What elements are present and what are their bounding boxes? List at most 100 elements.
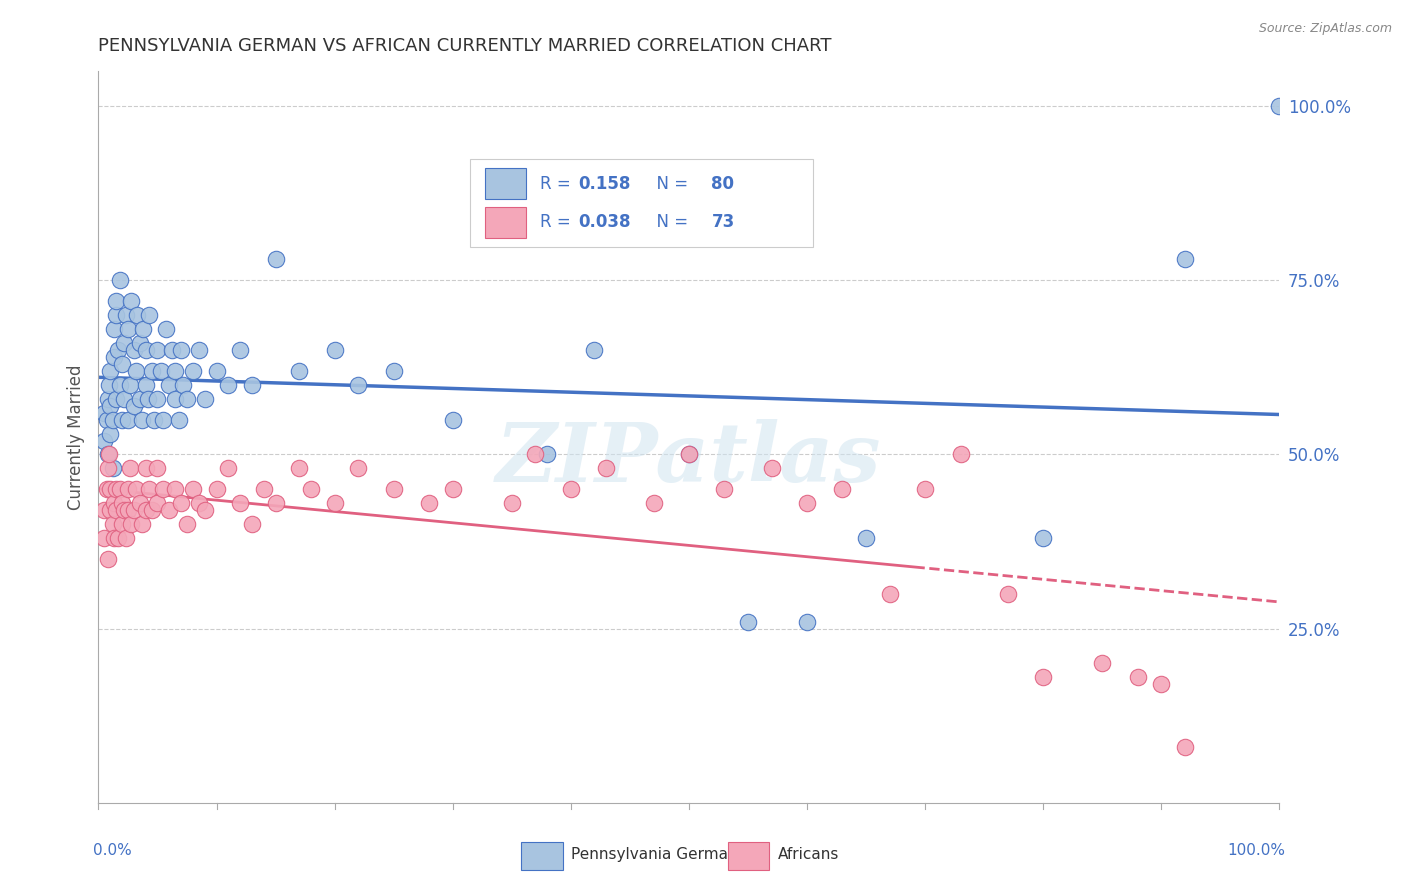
Point [98, 399, 121, 413]
Point [114, 531, 136, 545]
Point [205, 483, 228, 497]
Point [181, 364, 204, 378]
Point [117, 322, 139, 336]
Text: 0.158: 0.158 [578, 175, 630, 193]
Point [112, 392, 135, 406]
Point [141, 364, 163, 378]
Point [111, 496, 134, 510]
Point [121, 294, 143, 309]
Point [1032, 670, 1054, 684]
Text: Source: ZipAtlas.com: Source: ZipAtlas.com [1258, 22, 1392, 36]
Point [103, 496, 125, 510]
Point [205, 364, 228, 378]
Point [229, 496, 252, 510]
Point [107, 531, 129, 545]
Point [98, 426, 121, 441]
Point [125, 364, 148, 378]
Point [103, 322, 125, 336]
Point [583, 343, 606, 357]
Point [105, 392, 128, 406]
Point [441, 412, 464, 426]
Point [737, 615, 759, 629]
Point [299, 483, 322, 497]
FancyBboxPatch shape [471, 159, 813, 247]
Point [97, 461, 120, 475]
Point [97, 448, 120, 462]
Point [176, 517, 198, 532]
Point [93, 406, 115, 420]
Point [347, 461, 370, 475]
Text: N =: N = [647, 175, 693, 193]
Point [240, 377, 263, 392]
Point [117, 503, 139, 517]
Point [101, 517, 124, 532]
Point [121, 517, 143, 532]
Point [560, 483, 582, 497]
Point [155, 322, 177, 336]
Point [111, 357, 134, 371]
Point [217, 461, 239, 475]
Point [165, 392, 187, 406]
Point [187, 496, 209, 510]
Point [101, 461, 124, 475]
Point [138, 308, 160, 322]
Point [713, 483, 735, 497]
Bar [522, 842, 562, 870]
Point [264, 496, 287, 510]
Point [103, 531, 125, 545]
Point [132, 322, 155, 336]
Point [98, 364, 121, 378]
Point [761, 461, 783, 475]
Point [111, 412, 134, 426]
Point [111, 517, 134, 532]
Point [253, 483, 276, 497]
Point [170, 496, 193, 510]
Point [165, 483, 187, 497]
Point [98, 448, 121, 462]
Point [879, 587, 901, 601]
Point [98, 503, 121, 517]
Point [831, 483, 853, 497]
Point [138, 483, 160, 497]
Point [288, 461, 311, 475]
Point [112, 503, 135, 517]
Point [128, 496, 150, 510]
Point [97, 392, 120, 406]
Point [141, 503, 163, 517]
Point [678, 448, 700, 462]
Point [170, 343, 193, 357]
Point [98, 377, 121, 392]
Point [1126, 670, 1149, 684]
Point [122, 503, 145, 517]
Text: R =: R = [540, 213, 576, 231]
Point [1032, 531, 1054, 545]
Bar [485, 207, 526, 237]
Point [107, 343, 129, 357]
Point [160, 343, 183, 357]
Point [105, 503, 128, 517]
Point [347, 377, 370, 392]
Point [120, 461, 142, 475]
Point [146, 496, 169, 510]
Point [181, 483, 204, 497]
Point [441, 483, 464, 497]
Point [418, 496, 440, 510]
Text: PENNSYLVANIA GERMAN VS AFRICAN CURRENTLY MARRIED CORRELATION CHART: PENNSYLVANIA GERMAN VS AFRICAN CURRENTLY… [98, 37, 832, 54]
Text: ZIPatlas: ZIPatlas [496, 419, 882, 499]
Point [643, 496, 665, 510]
Text: Africans: Africans [778, 847, 839, 862]
Point [914, 483, 936, 497]
Point [135, 377, 157, 392]
Point [229, 343, 252, 357]
Point [93, 503, 115, 517]
Point [135, 503, 157, 517]
Point [323, 343, 346, 357]
Point [949, 448, 972, 462]
Point [96, 412, 118, 426]
Point [176, 392, 198, 406]
Point [117, 412, 139, 426]
Point [128, 336, 150, 351]
Point [1174, 252, 1197, 267]
Point [105, 483, 128, 497]
Point [595, 461, 617, 475]
